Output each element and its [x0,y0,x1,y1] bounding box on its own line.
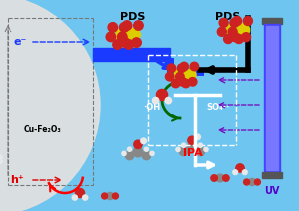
Circle shape [75,188,85,197]
Circle shape [231,33,240,42]
Circle shape [187,143,197,153]
Circle shape [242,33,251,42]
Circle shape [0,155,2,159]
Text: Cu-Fe₂O₃: Cu-Fe₂O₃ [23,126,61,134]
Circle shape [248,178,256,186]
Circle shape [0,0,100,211]
Circle shape [113,40,122,49]
Circle shape [224,35,233,43]
Circle shape [165,97,172,104]
Circle shape [150,151,154,156]
Circle shape [243,16,252,26]
Circle shape [102,193,108,199]
Circle shape [134,140,142,149]
Circle shape [156,89,168,101]
Circle shape [211,175,217,181]
Bar [264,24,280,172]
Circle shape [132,38,141,47]
Circle shape [233,16,242,26]
Circle shape [176,147,180,151]
Bar [262,172,282,178]
Circle shape [236,164,244,172]
Circle shape [244,179,250,185]
Circle shape [237,24,250,36]
Circle shape [226,24,239,36]
Circle shape [152,97,159,104]
Circle shape [120,38,130,47]
Circle shape [216,174,224,182]
Circle shape [165,72,174,81]
Text: UV: UV [264,186,280,196]
Circle shape [242,170,247,174]
Text: e⁻: e⁻ [14,37,28,47]
Circle shape [144,147,149,151]
Bar [93,48,170,61]
Circle shape [125,151,134,160]
Text: IPA: IPA [183,148,203,158]
Circle shape [127,28,140,42]
Circle shape [204,147,208,151]
Circle shape [188,78,197,86]
Circle shape [0,159,2,163]
Text: PDS: PDS [120,12,146,22]
Circle shape [112,193,118,199]
Circle shape [124,40,134,49]
Circle shape [254,179,260,185]
Circle shape [188,136,196,145]
Circle shape [106,32,116,42]
Circle shape [167,64,176,72]
Circle shape [127,147,132,151]
Circle shape [141,138,147,144]
Circle shape [133,147,143,157]
Circle shape [181,143,186,147]
Circle shape [83,195,88,200]
Circle shape [106,192,114,200]
Circle shape [228,27,237,36]
Circle shape [72,195,77,200]
Circle shape [142,151,151,160]
Circle shape [234,35,243,43]
Circle shape [178,78,187,86]
Circle shape [108,23,118,32]
Circle shape [196,147,205,156]
Bar [266,26,278,170]
Text: ·OH: ·OH [144,104,161,112]
Circle shape [179,147,188,156]
Bar [262,18,282,24]
Circle shape [171,79,180,88]
Circle shape [122,21,132,30]
Circle shape [219,18,228,27]
Text: PDS: PDS [215,12,241,22]
Circle shape [122,151,126,156]
Circle shape [174,69,186,81]
Circle shape [116,28,129,42]
Circle shape [198,143,202,147]
Circle shape [176,72,184,81]
Circle shape [217,27,226,36]
Circle shape [134,21,143,30]
Text: SO₄··: SO₄·· [206,104,230,112]
Circle shape [177,64,186,72]
Text: h⁺: h⁺ [10,175,24,185]
Circle shape [222,175,229,181]
Circle shape [230,18,239,27]
Circle shape [180,62,188,71]
Circle shape [190,62,199,71]
Circle shape [181,79,190,88]
Circle shape [233,170,238,174]
Circle shape [184,69,196,81]
Circle shape [195,134,200,140]
Circle shape [119,23,129,32]
Circle shape [118,32,127,42]
